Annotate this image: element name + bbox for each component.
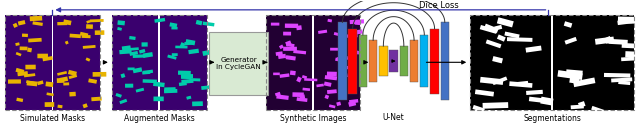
- Bar: [112, 15, 159, 62]
- Bar: [369, 40, 378, 82]
- Bar: [349, 29, 357, 93]
- Bar: [470, 62, 551, 110]
- Bar: [112, 62, 159, 110]
- Bar: [314, 62, 360, 110]
- Bar: [5, 15, 100, 110]
- Text: Simulated Masks: Simulated Masks: [20, 114, 85, 123]
- Bar: [54, 62, 100, 110]
- Text: U-Net: U-Net: [383, 113, 404, 122]
- Bar: [410, 40, 419, 82]
- Bar: [470, 15, 634, 110]
- Bar: [5, 15, 51, 62]
- Bar: [440, 22, 449, 100]
- Bar: [470, 15, 551, 62]
- Bar: [430, 29, 439, 93]
- Bar: [160, 15, 207, 62]
- Bar: [112, 15, 207, 110]
- Bar: [399, 46, 408, 76]
- Bar: [314, 15, 360, 62]
- Bar: [266, 15, 312, 62]
- FancyBboxPatch shape: [209, 32, 268, 95]
- Bar: [420, 35, 429, 87]
- Bar: [266, 15, 360, 110]
- Bar: [339, 22, 347, 100]
- Bar: [389, 50, 397, 72]
- Bar: [160, 62, 207, 110]
- Text: Augmented Masks: Augmented Masks: [124, 114, 195, 123]
- Bar: [553, 15, 634, 62]
- Bar: [5, 62, 51, 110]
- Bar: [359, 35, 367, 87]
- Text: Dice Loss: Dice Loss: [419, 1, 458, 10]
- Text: Synthetic Images: Synthetic Images: [280, 114, 346, 123]
- Bar: [553, 62, 634, 110]
- Bar: [266, 62, 312, 110]
- Text: Segmentations: Segmentations: [523, 114, 581, 123]
- Bar: [54, 15, 100, 62]
- Text: Generator
In CycleGAN: Generator In CycleGAN: [216, 57, 261, 70]
- Bar: [380, 46, 388, 76]
